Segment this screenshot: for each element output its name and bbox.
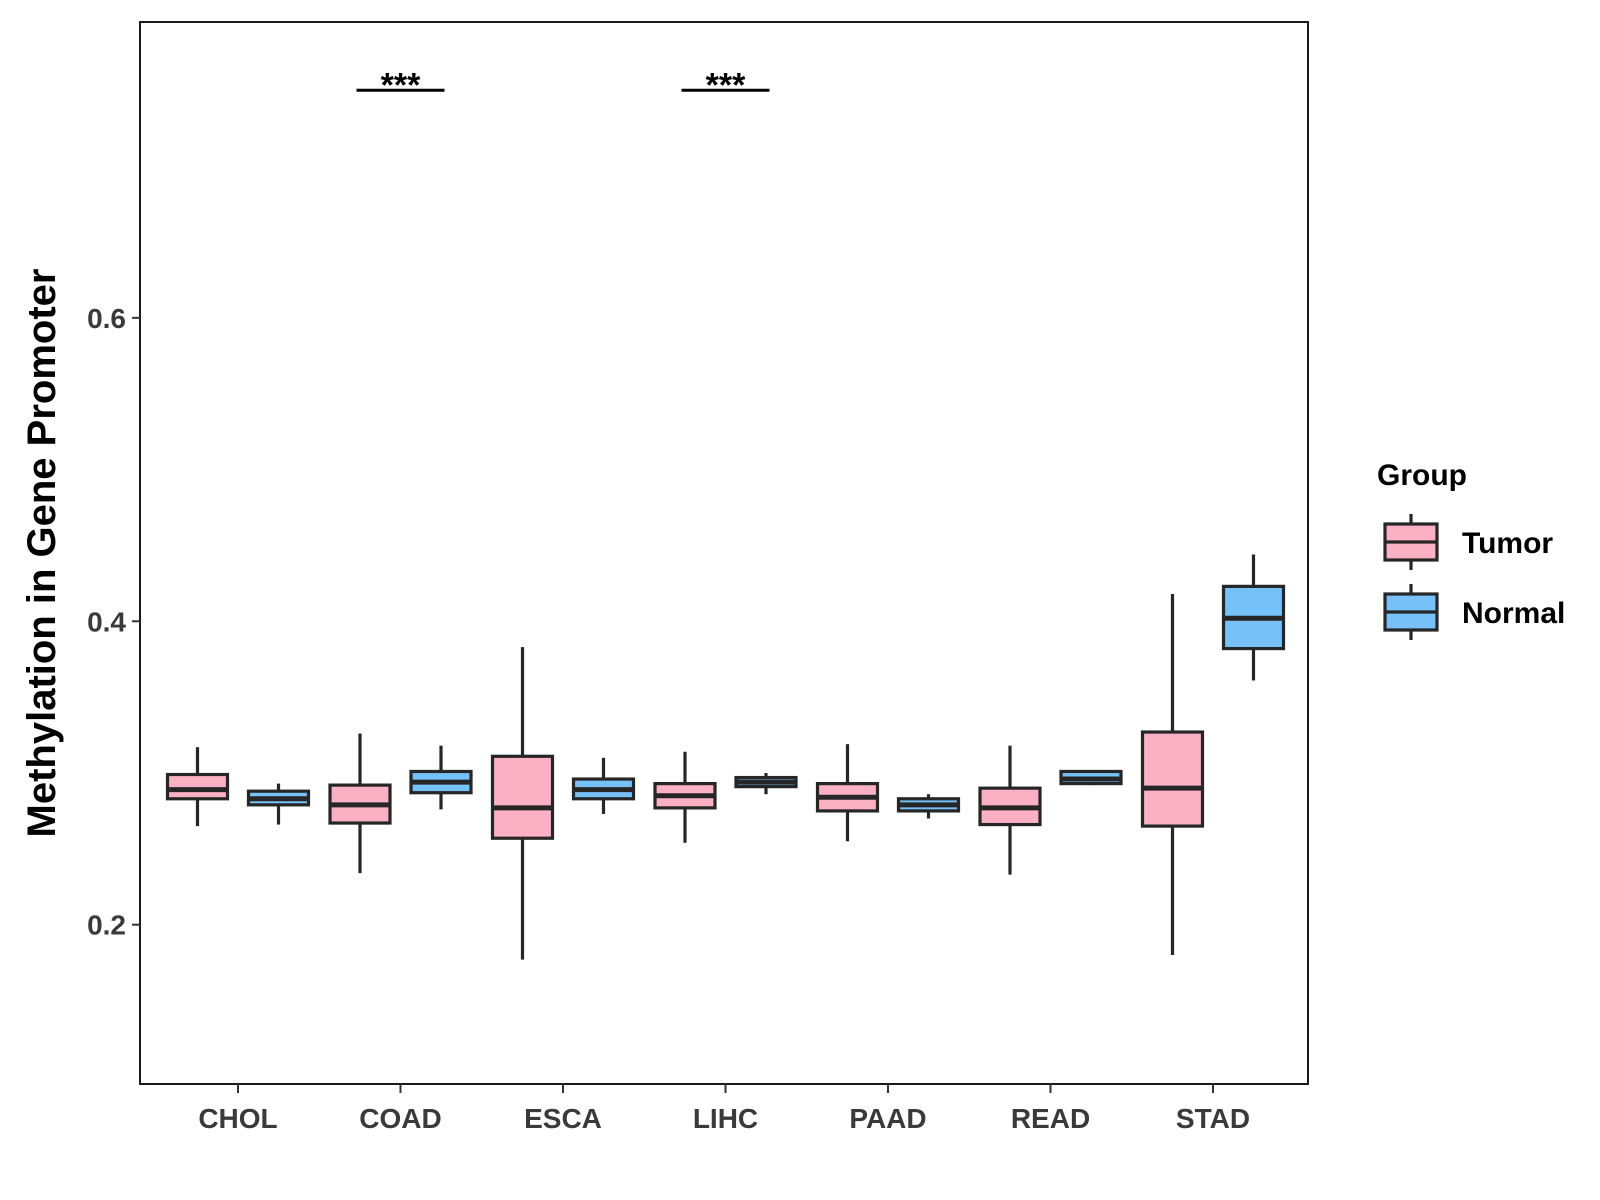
- y-axis-title: Methylation in Gene Promoter: [20, 269, 64, 838]
- significance-lihc-label: ***: [706, 66, 746, 104]
- y-tick-label-0.6: 0.6: [87, 303, 126, 334]
- legend-key-normal: [1383, 584, 1439, 640]
- x-tick-label-read: READ: [1011, 1103, 1090, 1134]
- box-tumor-stad-iqr: [1140, 730, 1205, 828]
- box-tumor-read: [978, 745, 1042, 875]
- box-tumor-chol-iqr: [165, 772, 230, 801]
- x-tick-label-stad: STAD: [1176, 1103, 1250, 1134]
- box-normal-chol: [246, 783, 311, 825]
- box-normal-read: [1059, 769, 1123, 786]
- y-tick-label-0.4: 0.4: [87, 606, 126, 637]
- legend-key-tumor: [1383, 514, 1439, 570]
- box-tumor-coad: [328, 733, 392, 874]
- box-tumor-stad: [1140, 593, 1205, 956]
- box-normal-stad: [1221, 554, 1286, 681]
- y-tick-label-0.2: 0.2: [87, 910, 126, 941]
- box-tumor-esca: [490, 647, 555, 960]
- box-normal-paad: [896, 794, 961, 819]
- box-tumor-chol: [165, 747, 230, 827]
- x-tick-label-coad: COAD: [359, 1103, 441, 1134]
- x-tick-label-chol: CHOL: [198, 1103, 277, 1134]
- legend-label-normal: Normal: [1462, 597, 1565, 630]
- box-tumor-lihc: [653, 751, 717, 843]
- chart-marks: 0.2 0.4 0.6 CHOL COAD ESCA LIHC PAAD READ STAD ***…: [87, 66, 1286, 1134]
- plot-panel: [139, 21, 1309, 1085]
- box-normal-coad: [409, 745, 473, 810]
- box-tumor-esca-iqr: [490, 754, 555, 840]
- box-normal-esca: [571, 757, 636, 814]
- significance-coad-label: ***: [381, 66, 421, 104]
- x-tick-label-lihc: LIHC: [693, 1103, 758, 1134]
- box-normal-lihc: [734, 772, 798, 795]
- box-tumor-paad: [815, 744, 880, 842]
- x-tick-label-paad: PAAD: [849, 1103, 926, 1134]
- legend-title: Group: [1377, 459, 1467, 492]
- x-tick-label-esca: ESCA: [524, 1103, 602, 1134]
- legend-label-tumor: Tumor: [1462, 527, 1553, 560]
- legend: Group Tumor Normal: [1377, 459, 1565, 640]
